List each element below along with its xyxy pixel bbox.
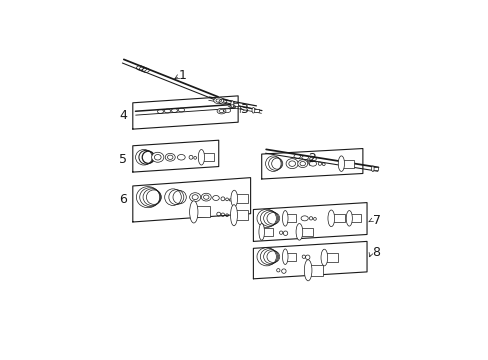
Text: 4: 4 xyxy=(119,109,127,122)
Text: 7: 7 xyxy=(372,214,380,227)
Bar xyxy=(348,215,361,222)
Bar xyxy=(285,215,296,222)
Bar xyxy=(232,103,238,106)
Bar xyxy=(285,253,296,261)
Ellipse shape xyxy=(304,260,311,281)
Ellipse shape xyxy=(201,193,211,201)
Ellipse shape xyxy=(151,152,163,162)
Ellipse shape xyxy=(282,211,287,226)
Text: 1: 1 xyxy=(179,68,186,82)
Ellipse shape xyxy=(297,160,307,167)
Ellipse shape xyxy=(371,166,373,172)
Ellipse shape xyxy=(327,210,334,227)
Bar xyxy=(253,109,259,112)
Ellipse shape xyxy=(259,224,264,240)
Ellipse shape xyxy=(189,193,200,202)
Ellipse shape xyxy=(346,211,352,226)
Text: 3: 3 xyxy=(239,103,247,116)
Bar xyxy=(261,228,272,236)
Ellipse shape xyxy=(213,98,224,104)
Ellipse shape xyxy=(189,201,198,223)
Ellipse shape xyxy=(285,159,298,168)
Ellipse shape xyxy=(251,108,254,113)
Ellipse shape xyxy=(230,101,233,108)
Bar xyxy=(299,228,312,236)
Bar xyxy=(372,167,377,170)
Ellipse shape xyxy=(282,249,287,265)
Bar xyxy=(324,253,337,262)
Text: 8: 8 xyxy=(372,246,380,259)
Ellipse shape xyxy=(230,190,237,207)
Ellipse shape xyxy=(338,156,344,171)
Bar xyxy=(201,153,213,161)
Bar xyxy=(307,265,323,275)
Ellipse shape xyxy=(217,108,225,114)
Ellipse shape xyxy=(230,205,237,226)
Bar xyxy=(341,160,353,167)
Text: 5: 5 xyxy=(119,153,127,166)
Bar xyxy=(193,206,210,217)
Text: 2: 2 xyxy=(307,152,315,165)
Ellipse shape xyxy=(165,153,175,161)
Ellipse shape xyxy=(295,224,302,240)
Ellipse shape xyxy=(198,149,204,165)
Bar xyxy=(233,210,247,220)
Ellipse shape xyxy=(320,249,327,266)
Bar xyxy=(234,194,247,203)
Text: 6: 6 xyxy=(119,193,127,206)
Bar xyxy=(330,214,344,222)
